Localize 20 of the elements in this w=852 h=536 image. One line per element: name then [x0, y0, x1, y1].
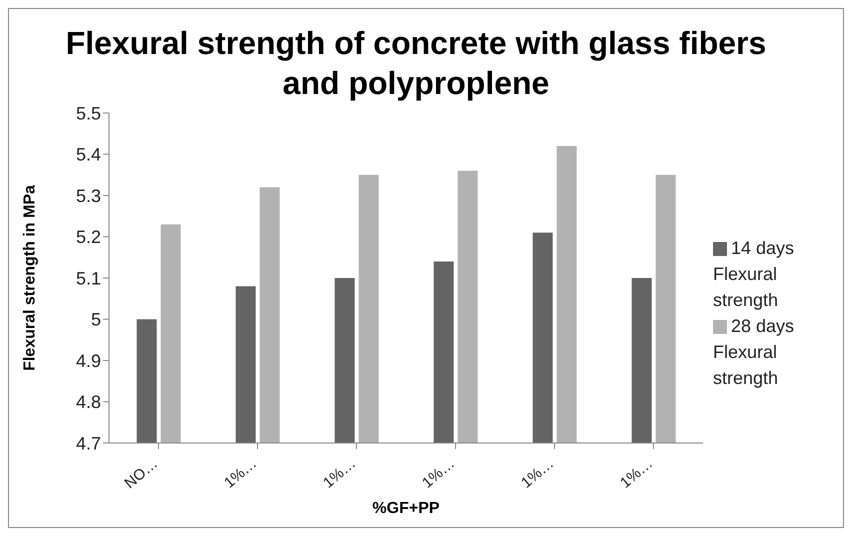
x-tick-label: 1%… [419, 455, 458, 492]
x-axis-title: %GF+PP [372, 500, 440, 517]
x-tick-label: 1%… [320, 455, 360, 492]
x-tick-label: 1%… [221, 455, 260, 492]
y-tick-label: 5.5 [76, 103, 101, 124]
x-tick-label: 1%… [518, 455, 558, 492]
x-tick-label: NO… [121, 455, 162, 492]
y-tick-label: 4.9 [76, 350, 101, 371]
y-tick-label: 4.7 [76, 433, 101, 454]
legend-label: 14 days Flexural strength [713, 238, 794, 310]
y-tick-label: 5.2 [76, 227, 101, 248]
legend-label: 28 days Flexural strength [713, 316, 794, 388]
chart-title: Flexural strength of concrete with glass fibers and polyproplene [64, 24, 768, 103]
y-tick-label: 5.1 [76, 268, 101, 288]
y-tick-label: 5.3 [76, 186, 101, 206]
x-tick-label: 1%… [617, 455, 656, 492]
y-tick-label: 5.4 [76, 144, 101, 165]
y-tick-label: 4.8 [76, 392, 101, 412]
y-tick-label: 5 [90, 310, 101, 330]
y-axis-title: Flexural strength in MPa [22, 184, 39, 371]
